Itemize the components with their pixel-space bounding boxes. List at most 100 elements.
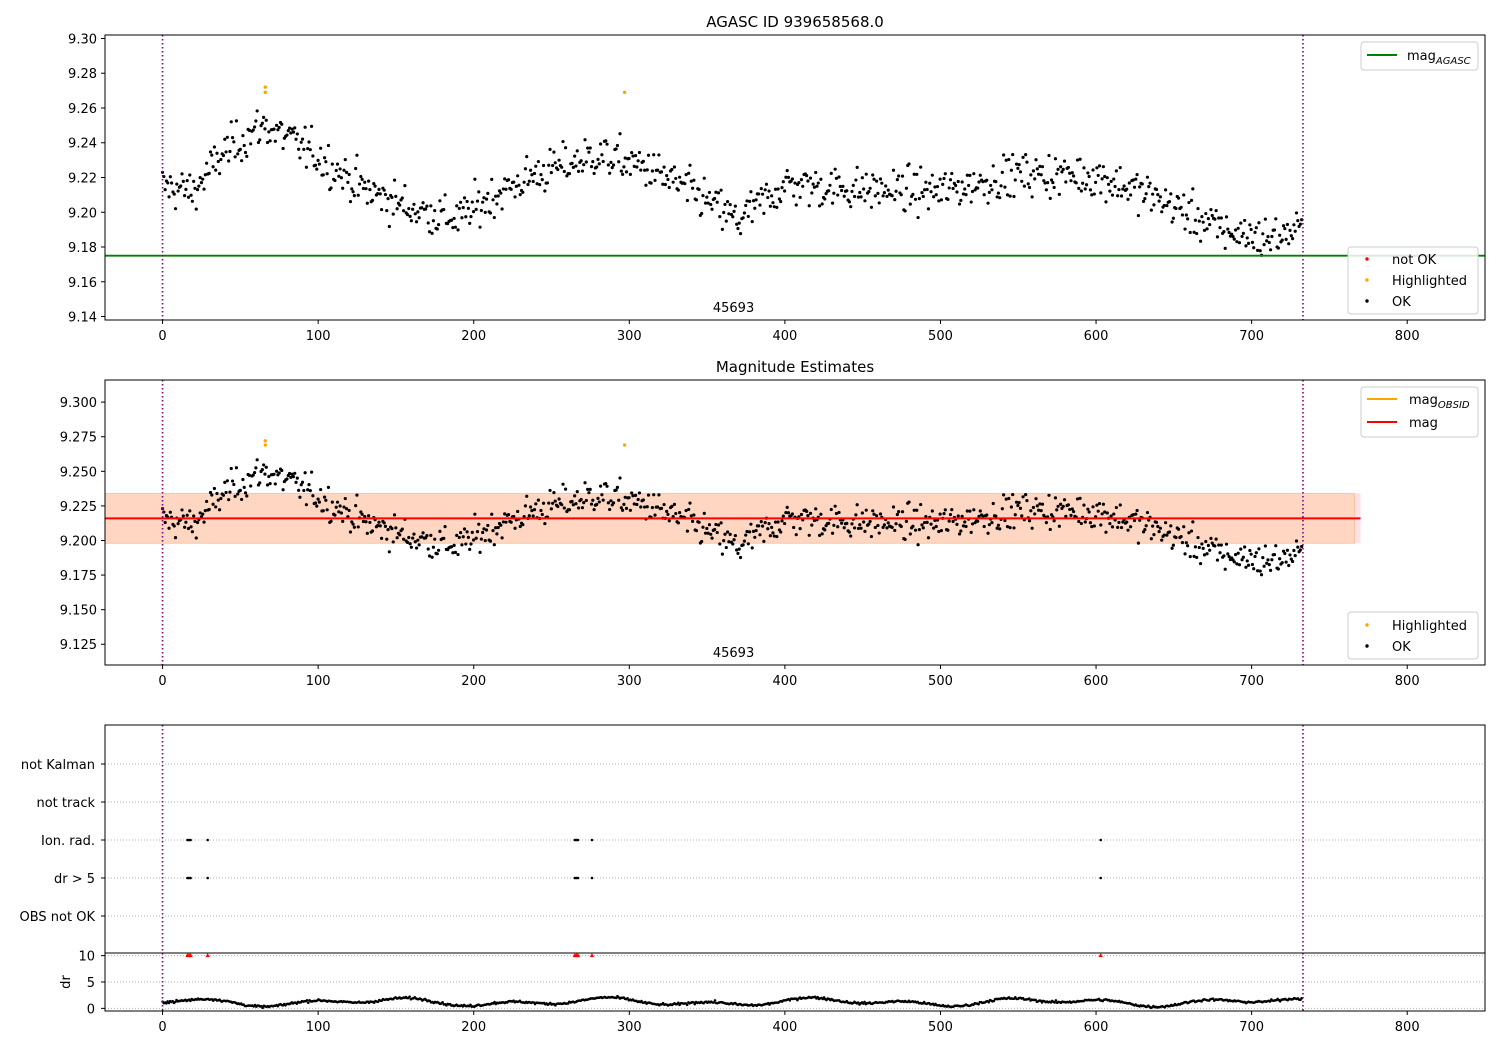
ok-point <box>357 182 362 186</box>
flags-xtick-label: 500 <box>928 1020 953 1035</box>
ok-point <box>217 172 222 176</box>
ok-point <box>471 210 476 214</box>
ok-point <box>529 505 533 509</box>
ok-point <box>858 523 862 527</box>
dr-high-marker <box>205 953 210 958</box>
ok-point <box>947 519 951 523</box>
ok-point <box>736 551 740 556</box>
ok-point <box>351 522 355 526</box>
ok-point <box>238 147 242 151</box>
ok-point <box>1104 530 1108 534</box>
ok-point <box>1265 561 1269 565</box>
ok-point <box>627 156 631 161</box>
ok-point <box>186 526 191 531</box>
ok-point <box>1052 185 1056 190</box>
ok-point <box>249 484 253 488</box>
ok-point <box>858 190 862 195</box>
ok-point <box>608 507 612 512</box>
ok-point <box>783 521 787 526</box>
ok-point <box>379 207 384 212</box>
ok-point <box>289 131 293 135</box>
ok-point <box>725 530 730 534</box>
ok-point <box>1258 249 1262 253</box>
ok-point <box>289 475 293 480</box>
ok-point <box>1141 199 1146 203</box>
ok-point <box>793 181 797 185</box>
ok-point <box>277 125 281 130</box>
ok-point <box>1191 187 1195 191</box>
ok-point <box>598 142 603 146</box>
ok-point <box>392 513 397 517</box>
ok-point <box>582 501 586 505</box>
ok-point <box>343 157 347 162</box>
ok-point <box>499 523 503 527</box>
ok-point <box>1101 502 1105 506</box>
ok-point <box>549 507 553 511</box>
ok-point <box>671 180 675 184</box>
ok-point <box>671 514 675 519</box>
ok-point <box>425 534 429 538</box>
ok-point <box>359 174 363 179</box>
ok-point <box>1038 502 1042 506</box>
ok-point <box>762 211 766 216</box>
ok-point <box>1187 200 1191 205</box>
ok-point <box>960 180 964 184</box>
ok-point <box>868 186 872 190</box>
ok-point <box>784 175 788 179</box>
ok-point <box>1009 168 1013 172</box>
ok-point <box>1293 554 1297 558</box>
ok-point <box>733 204 737 208</box>
ok-point <box>355 153 359 157</box>
ok-point <box>1183 227 1187 231</box>
ok-point <box>1109 179 1113 183</box>
ok-point <box>1202 553 1207 557</box>
ok-point <box>264 118 268 122</box>
ok-point <box>254 466 258 470</box>
ok-point <box>1132 518 1137 523</box>
ok-point <box>1158 195 1163 199</box>
ok-point <box>1071 509 1076 514</box>
ok-point <box>293 126 297 130</box>
ok-point <box>897 174 901 178</box>
ok-point <box>869 534 874 539</box>
ok-point <box>1108 522 1112 526</box>
ok-point <box>776 520 780 524</box>
flags-axes-frame <box>104 724 1486 1012</box>
ok-point <box>1016 166 1020 170</box>
ok-point <box>224 150 228 154</box>
ok-point <box>1287 563 1291 568</box>
ok-point <box>299 140 303 144</box>
ok-point <box>307 140 311 144</box>
ok-point <box>461 535 465 539</box>
ok-point <box>285 133 289 137</box>
ok-point <box>963 187 967 191</box>
ok-point <box>900 174 905 178</box>
ok-point <box>395 536 399 540</box>
ok-point <box>424 207 428 211</box>
ok-point <box>662 165 666 169</box>
ok-point <box>1029 173 1033 177</box>
magnitude-xtick-label: 100 <box>306 674 331 689</box>
legend-marker <box>1365 623 1369 627</box>
ok-point <box>452 216 456 221</box>
ok-point <box>899 193 903 197</box>
ok-point <box>306 488 310 492</box>
ok-point <box>628 172 632 176</box>
ok-point <box>205 161 209 165</box>
ok-point <box>417 216 421 220</box>
ok-point <box>1196 206 1200 211</box>
ok-point <box>965 509 969 513</box>
ok-point <box>731 542 735 546</box>
ok-point <box>462 527 467 531</box>
ok-point <box>337 510 341 514</box>
ok-point <box>852 194 857 199</box>
ok-point <box>168 510 172 514</box>
ok-point <box>632 502 636 506</box>
agasc-xtick-label: 0 <box>158 329 166 344</box>
ok-point <box>405 212 410 217</box>
ok-point <box>1011 152 1015 157</box>
ok-point <box>885 194 889 198</box>
ok-point <box>529 168 533 172</box>
ok-point <box>684 508 688 513</box>
ok-point <box>636 159 640 163</box>
